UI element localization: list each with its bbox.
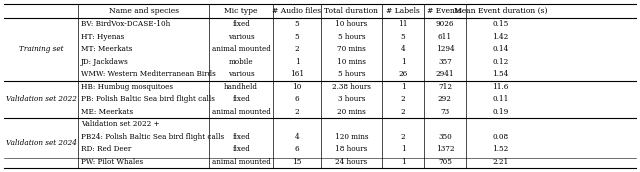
Text: 9026: 9026 (436, 20, 454, 28)
Text: animal mounted: animal mounted (212, 45, 271, 53)
Text: Mean Event duration (s): Mean Event duration (s) (454, 7, 547, 15)
Text: 10 hours: 10 hours (335, 20, 367, 28)
Text: Mic type: Mic type (225, 7, 258, 15)
Text: Validation set 2022 +: Validation set 2022 + (81, 120, 159, 128)
Text: 5: 5 (401, 33, 405, 41)
Text: 5 hours: 5 hours (338, 70, 365, 78)
Text: 24 hours: 24 hours (335, 158, 367, 166)
Text: 73: 73 (440, 108, 449, 116)
Text: 5 hours: 5 hours (338, 33, 365, 41)
Text: various: various (228, 33, 255, 41)
Text: 1: 1 (401, 158, 405, 166)
Text: 10: 10 (292, 83, 301, 91)
Text: fixed: fixed (232, 20, 250, 28)
Text: 1: 1 (401, 58, 405, 66)
Text: 357: 357 (438, 58, 452, 66)
Text: 2941: 2941 (436, 70, 454, 78)
Text: 161: 161 (290, 70, 304, 78)
Text: Name and species: Name and species (109, 7, 179, 15)
Text: 5: 5 (294, 33, 300, 41)
Text: 11: 11 (398, 20, 408, 28)
Text: 3 hours: 3 hours (338, 95, 365, 103)
Text: # Labels: # Labels (386, 7, 420, 15)
Text: 4: 4 (294, 133, 300, 141)
Text: 1372: 1372 (436, 145, 454, 153)
Text: 5: 5 (294, 20, 300, 28)
Text: HT: Hyenas: HT: Hyenas (81, 33, 124, 41)
Text: 2: 2 (401, 133, 405, 141)
Text: 26: 26 (399, 70, 408, 78)
Text: 705: 705 (438, 158, 452, 166)
Text: Total duration: Total duration (324, 7, 378, 15)
Text: BV: BirdVox-DCASE-10h: BV: BirdVox-DCASE-10h (81, 20, 170, 28)
Text: 70 mins: 70 mins (337, 45, 366, 53)
Text: 1: 1 (401, 145, 405, 153)
Text: 2.21: 2.21 (493, 158, 509, 166)
Text: fixed: fixed (232, 133, 250, 141)
Text: 2: 2 (294, 108, 300, 116)
Text: 18 hours: 18 hours (335, 145, 367, 153)
Text: animal mounted: animal mounted (212, 158, 271, 166)
Text: 2.38 hours: 2.38 hours (332, 83, 371, 91)
Text: 2: 2 (401, 108, 405, 116)
Text: HB: Humbug mosquitoes: HB: Humbug mosquitoes (81, 83, 173, 91)
Text: 0.12: 0.12 (493, 58, 509, 66)
Text: JD: Jackdaws: JD: Jackdaws (81, 58, 129, 66)
Text: handheld: handheld (224, 83, 258, 91)
Text: 20 mins: 20 mins (337, 108, 366, 116)
Text: 0.14: 0.14 (493, 45, 509, 53)
Text: WMW: Western Mediterranean Birds: WMW: Western Mediterranean Birds (81, 70, 216, 78)
Text: 6: 6 (294, 95, 300, 103)
Text: fixed: fixed (232, 145, 250, 153)
Text: 712: 712 (438, 83, 452, 91)
Text: 0.11: 0.11 (493, 95, 509, 103)
Text: various: various (228, 70, 255, 78)
Text: # Events: # Events (428, 7, 462, 15)
Text: 1294: 1294 (436, 45, 454, 53)
Text: 2: 2 (294, 45, 300, 53)
Text: 120 mins: 120 mins (335, 133, 368, 141)
Text: 1: 1 (294, 58, 300, 66)
Text: fixed: fixed (232, 95, 250, 103)
Text: RD: Red Deer: RD: Red Deer (81, 145, 131, 153)
Text: 4: 4 (401, 45, 405, 53)
Text: MT: Meerkats: MT: Meerkats (81, 45, 132, 53)
Text: 611: 611 (438, 33, 452, 41)
Text: mobile: mobile (229, 58, 253, 66)
Text: 0.08: 0.08 (493, 133, 509, 141)
Text: 0.19: 0.19 (493, 108, 509, 116)
Text: PB24: Polish Baltic Sea bird flight calls: PB24: Polish Baltic Sea bird flight call… (81, 133, 224, 141)
Text: 0.15: 0.15 (493, 20, 509, 28)
Text: 292: 292 (438, 95, 452, 103)
Text: 10 mins: 10 mins (337, 58, 366, 66)
Text: Training set: Training set (19, 45, 63, 53)
Text: PW: Pilot Whales: PW: Pilot Whales (81, 158, 143, 166)
Text: PB: Polish Baltic Sea bird flight calls: PB: Polish Baltic Sea bird flight calls (81, 95, 215, 103)
Text: 6: 6 (294, 145, 300, 153)
Text: 2: 2 (401, 95, 405, 103)
Text: 15: 15 (292, 158, 301, 166)
Text: 1.42: 1.42 (493, 33, 509, 41)
Text: 11.6: 11.6 (493, 83, 509, 91)
Text: 350: 350 (438, 133, 452, 141)
Text: 1.52: 1.52 (493, 145, 509, 153)
Text: Validation set 2024: Validation set 2024 (6, 139, 76, 147)
Text: animal mounted: animal mounted (212, 108, 271, 116)
Text: 1: 1 (401, 83, 405, 91)
Text: # Audio files: # Audio files (273, 7, 321, 15)
Text: Validation set 2022: Validation set 2022 (6, 95, 76, 103)
Text: ME: Meerkats: ME: Meerkats (81, 108, 133, 116)
Text: 1.54: 1.54 (493, 70, 509, 78)
